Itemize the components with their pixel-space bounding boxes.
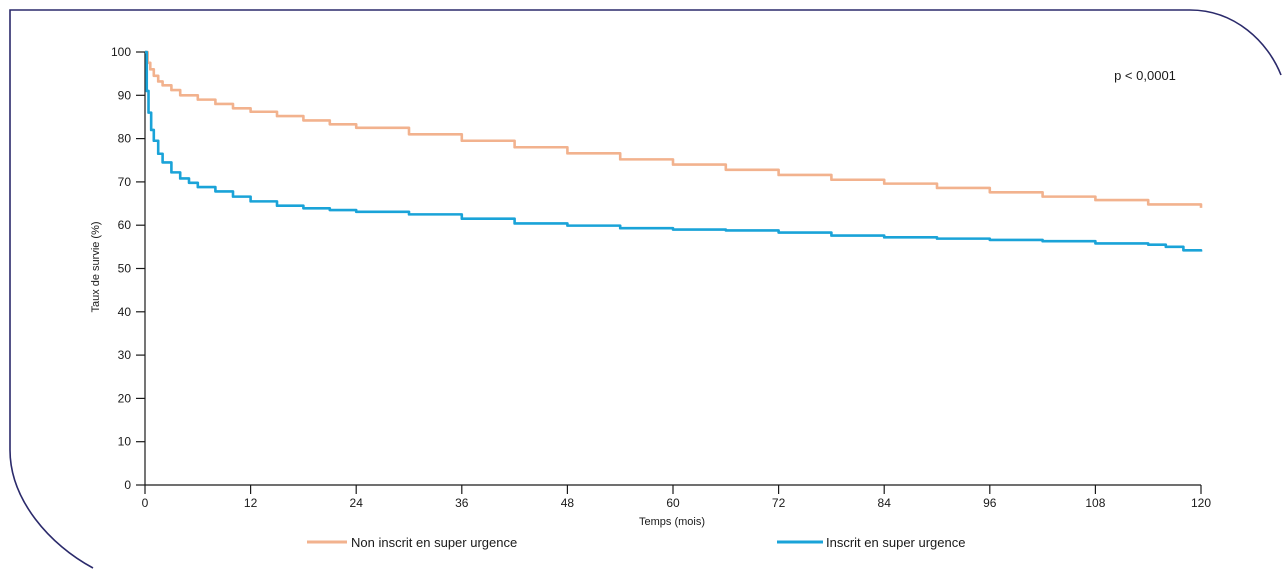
y-tick-label: 90 bbox=[118, 88, 132, 102]
y-tick-label: 50 bbox=[118, 262, 132, 276]
legend: Non inscrit en super urgence Inscrit en … bbox=[307, 535, 965, 550]
x-tick-label: 120 bbox=[1191, 496, 1211, 510]
x-tick-label: 0 bbox=[142, 496, 149, 510]
y-tick-label: 30 bbox=[118, 348, 132, 362]
x-tick-label: 96 bbox=[983, 496, 997, 510]
x-tick-label: 12 bbox=[244, 496, 258, 510]
x-tick-label: 108 bbox=[1085, 496, 1105, 510]
legend-label-non-inscrit: Non inscrit en super urgence bbox=[351, 535, 517, 550]
x-tick-label: 24 bbox=[350, 496, 364, 510]
axes: 0 10 20 30 40 50 60 70 80 90 100 0 12 24 36 48 60 72 84 96… bbox=[111, 45, 1211, 510]
legend-item-non-inscrit: Non inscrit en super urgence bbox=[307, 535, 517, 550]
series-line-inscrit bbox=[145, 50, 1203, 252]
y-ticks: 0 10 20 30 40 50 60 70 80 90 100 bbox=[111, 45, 145, 492]
x-tick-label: 84 bbox=[878, 496, 892, 510]
x-tick-label: 36 bbox=[455, 496, 469, 510]
x-tick-label: 72 bbox=[772, 496, 786, 510]
y-tick-label: 20 bbox=[118, 391, 132, 405]
x-tick-label: 60 bbox=[666, 496, 680, 510]
y-tick-label: 10 bbox=[118, 435, 132, 449]
p-value-annotation: p < 0,0001 bbox=[1114, 68, 1176, 83]
legend-label-inscrit: Inscrit en super urgence bbox=[826, 535, 965, 550]
chart-frame-border bbox=[9, 9, 1282, 569]
y-tick-label: 40 bbox=[118, 305, 132, 319]
y-tick-label: 70 bbox=[118, 175, 132, 189]
x-tick-label: 48 bbox=[561, 496, 575, 510]
y-tick-label: 80 bbox=[118, 132, 132, 146]
y-tick-label: 100 bbox=[111, 45, 131, 59]
series-line-non-inscrit bbox=[145, 50, 1203, 208]
x-ticks: 0 12 24 36 48 60 72 84 96 108 120 bbox=[142, 485, 1211, 510]
y-tick-label: 0 bbox=[124, 478, 131, 492]
y-axis-title: Taux de survie (%) bbox=[90, 221, 102, 312]
y-tick-label: 60 bbox=[118, 218, 132, 232]
x-axis-title: Temps (mois) bbox=[639, 516, 705, 528]
series-layer bbox=[145, 50, 1203, 252]
legend-item-inscrit: Inscrit en super urgence bbox=[777, 535, 965, 550]
